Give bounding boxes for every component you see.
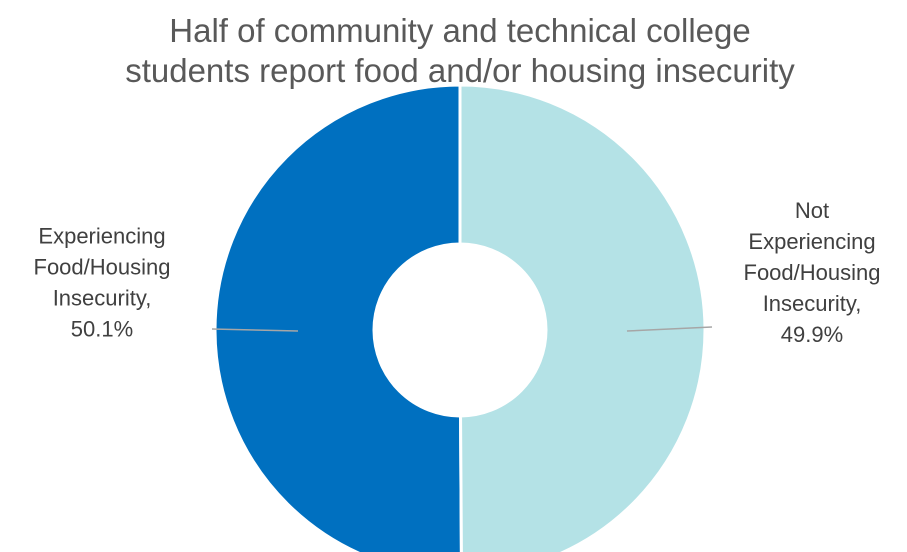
slice-label-1-line-2: Food/Housing <box>744 260 881 285</box>
chart-title-line-1: Half of community and technical college <box>169 12 750 49</box>
slice-label-0-line-0: Experiencing <box>38 224 165 249</box>
slice-label-0: Experiencing Food/Housing Insecurity, 50.1% <box>34 224 171 342</box>
leader-line-0 <box>211 328 299 332</box>
slice-label-1-line-4: 49.9% <box>781 322 843 347</box>
donut-slice-1 <box>458 83 707 552</box>
slice-labels: Experiencing Food/Housing Insecurity, 50.1%… <box>34 198 881 347</box>
slice-label-0-line-2: Insecurity, <box>53 286 152 311</box>
slice-label-0-line-3: 50.1% <box>71 317 133 342</box>
slice-label-0-line-1: Food/Housing <box>34 255 171 280</box>
chart-title-line-2: students report food and/or housing inse… <box>125 52 795 89</box>
slice-label-1-line-0: Not <box>795 198 829 223</box>
donut-slice-0 <box>213 83 463 552</box>
leader-line-1 <box>626 326 713 332</box>
slice-label-1-line-3: Insecurity, <box>763 291 862 316</box>
donut-slices <box>213 83 707 552</box>
slice-label-1: Not Experiencing Food/Housing Insecurity, 49… <box>744 198 881 347</box>
slice-label-1-line-1: Experiencing <box>748 229 875 254</box>
